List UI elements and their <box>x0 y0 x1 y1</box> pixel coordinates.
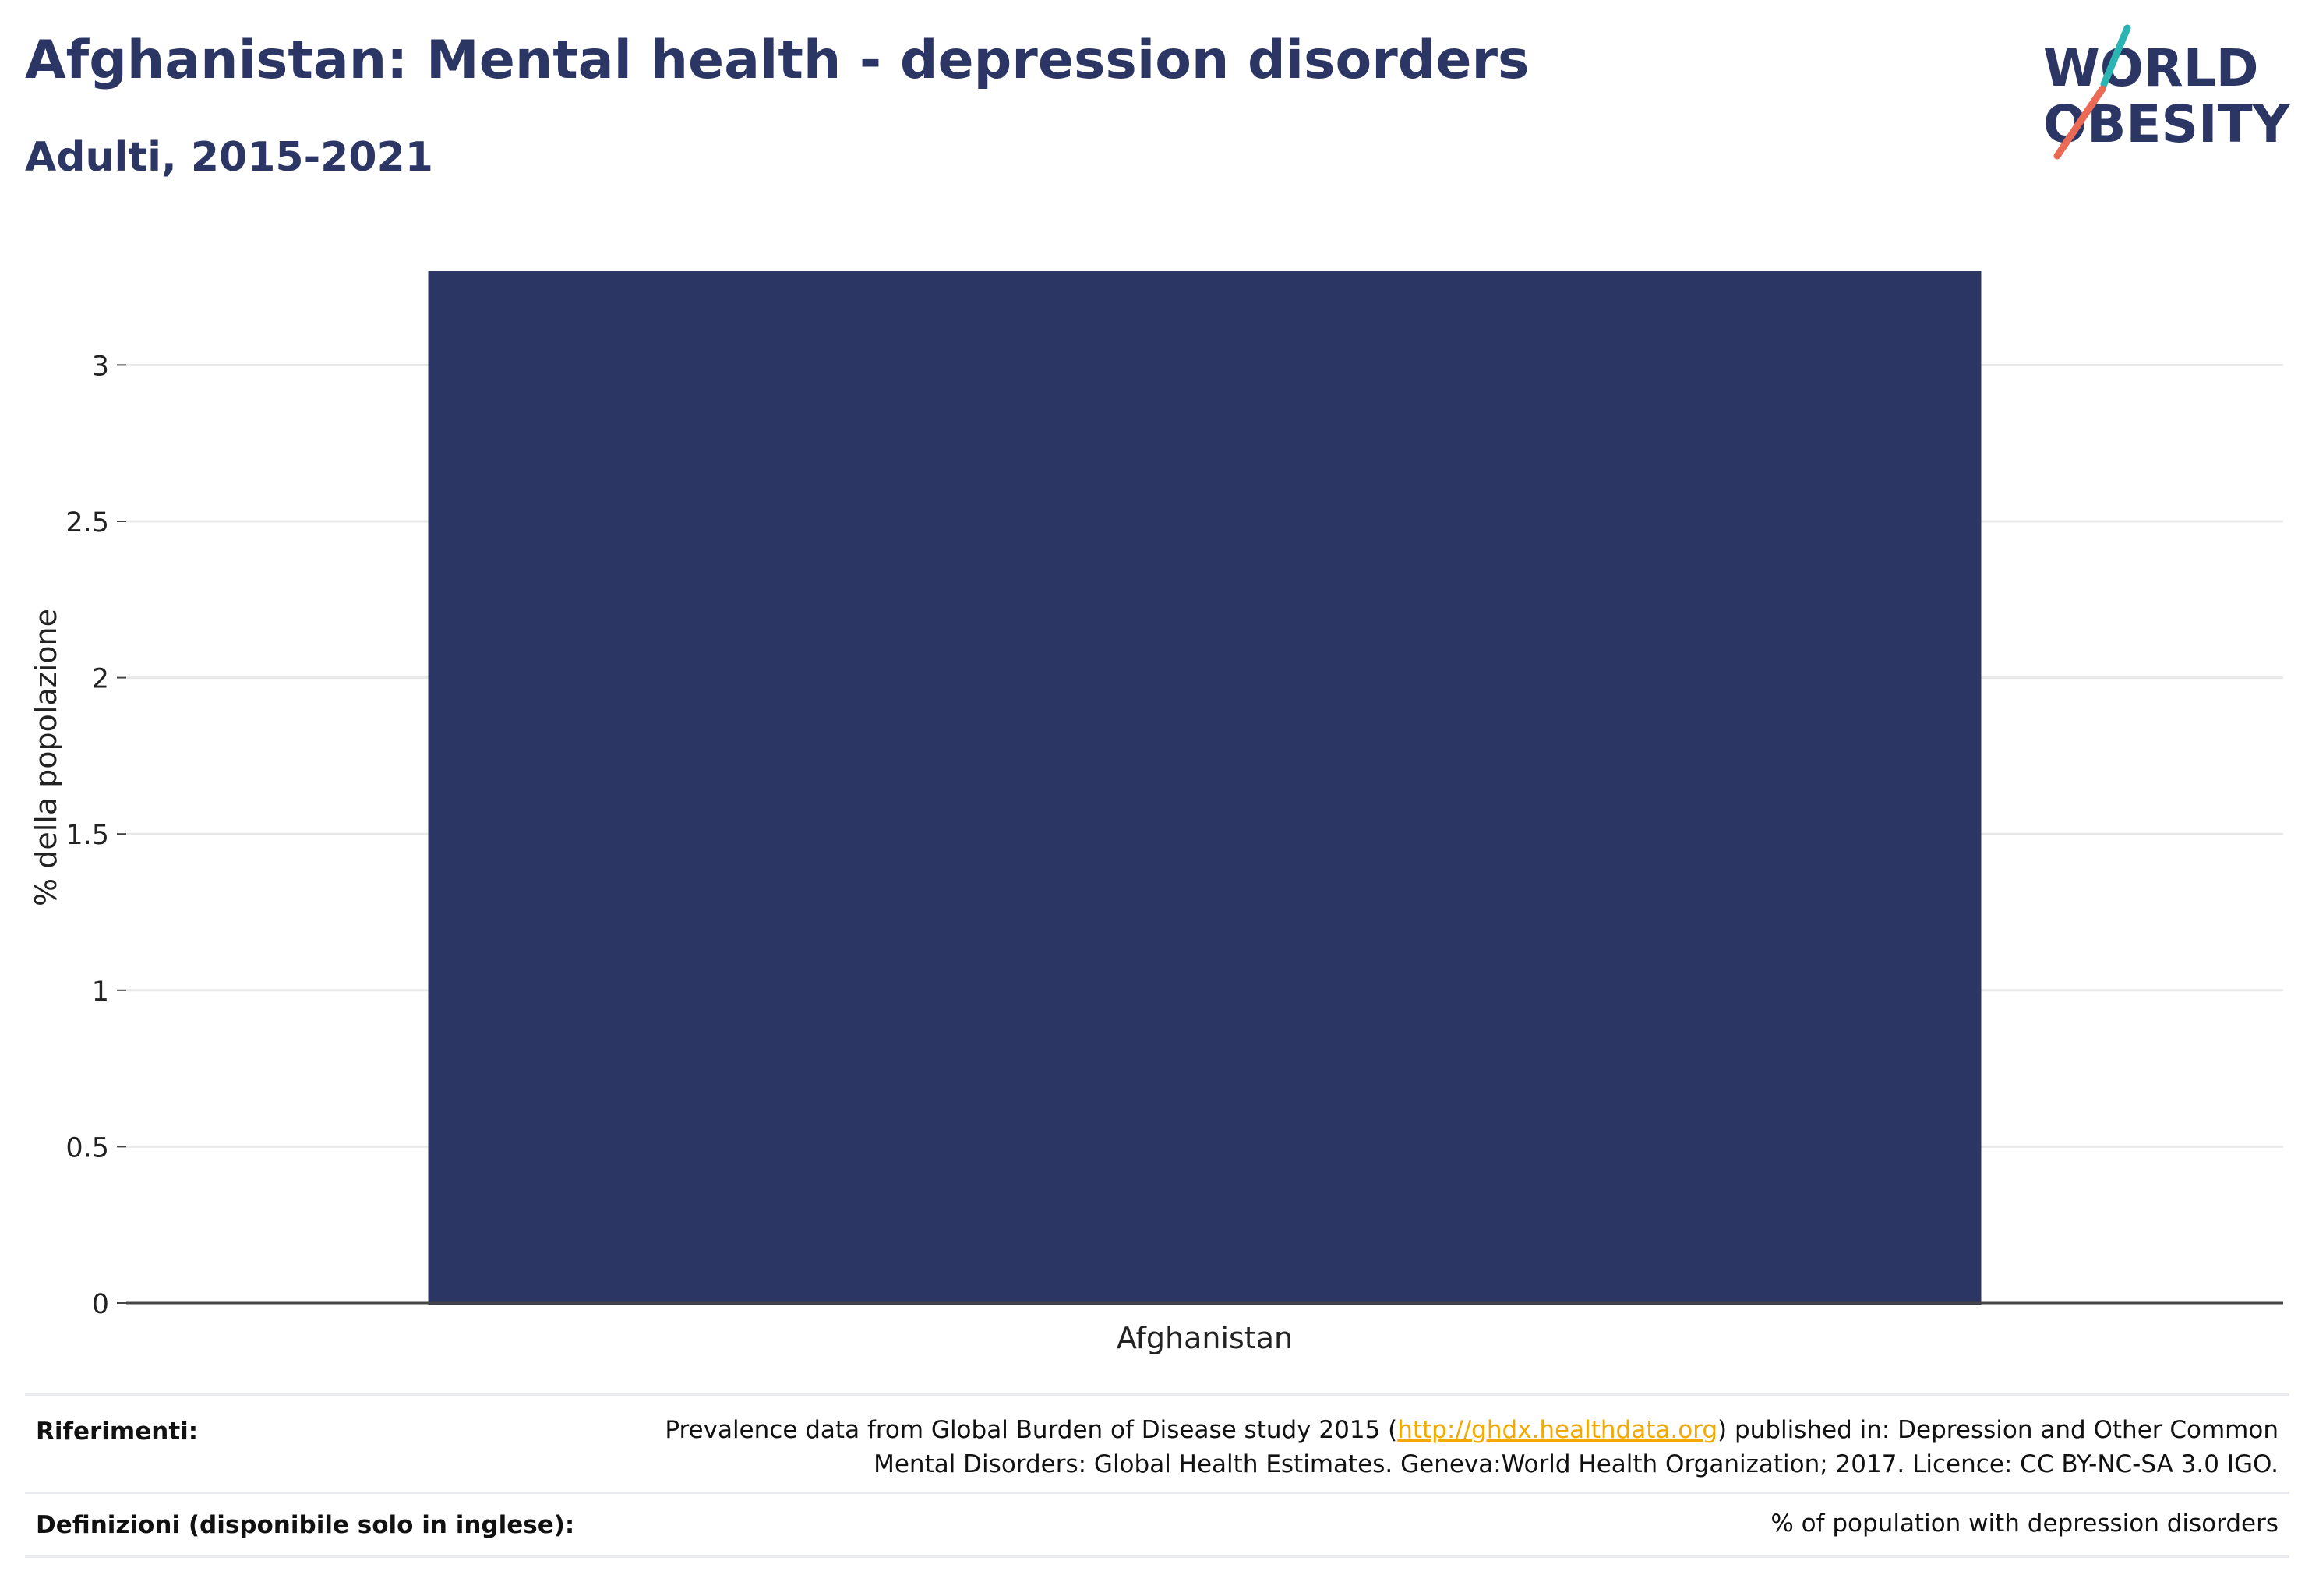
references-label: Riferimenti: <box>36 1418 199 1446</box>
definitions-row: Definizioni (disponibile solo in inglese… <box>25 1492 2289 1558</box>
definitions-text: % of population with depression disorder… <box>1770 1509 2279 1538</box>
ghdx-link[interactable]: http://ghdx.healthdata.org <box>1397 1416 1718 1444</box>
y-tick-label: 0 <box>92 1289 109 1320</box>
references-row: Riferimenti: Prevalence data from Global… <box>25 1393 2289 1494</box>
bar-afghanistan[interactable] <box>428 271 1982 1305</box>
definitions-label: Definizioni (disponibile solo in inglese… <box>36 1511 575 1539</box>
y-tick-label: 1.5 <box>65 820 109 851</box>
y-tick-label: 2.5 <box>65 507 109 538</box>
y-tick-label: 2 <box>92 664 109 695</box>
logo-text-obesity: OBESITY <box>2043 94 2291 154</box>
bars <box>428 271 1982 1305</box>
x-tick-label: Afghanistan <box>1117 1321 1293 1355</box>
page-subtitle: Adulti, 2015-2021 <box>25 134 433 181</box>
logo-text-world: WORLD <box>2043 38 2259 98</box>
world-obesity-logo: WORLD OBESITY <box>2043 24 2291 160</box>
y-tick-label: 3 <box>92 351 109 382</box>
references-line-1: Prevalence data from Global Burden of Di… <box>665 1416 2279 1444</box>
logo-slash-bottom <box>2053 85 2106 160</box>
bar-chart: 0 0.5 1 1.5 2 2.5 3 Afghanistan % della popolaz… <box>29 271 2283 1355</box>
references-text: Prevalence data from Global Burden of Di… <box>665 1413 2279 1481</box>
page-title: Afghanistan: Mental health - depression … <box>25 30 1530 91</box>
y-tick-label: 1 <box>92 976 109 1008</box>
axes: 0 0.5 1 1.5 2 2.5 3 Afghanistan <box>65 351 2283 1355</box>
y-axis-label: % della popolazione <box>29 609 63 906</box>
logo-slash-top <box>2100 24 2131 88</box>
y-tick-label: 0.5 <box>65 1132 109 1163</box>
footer-bottom-rule <box>25 1555 2289 1558</box>
references-line-2: Mental Disorders: Global Health Estimate… <box>874 1450 2279 1478</box>
